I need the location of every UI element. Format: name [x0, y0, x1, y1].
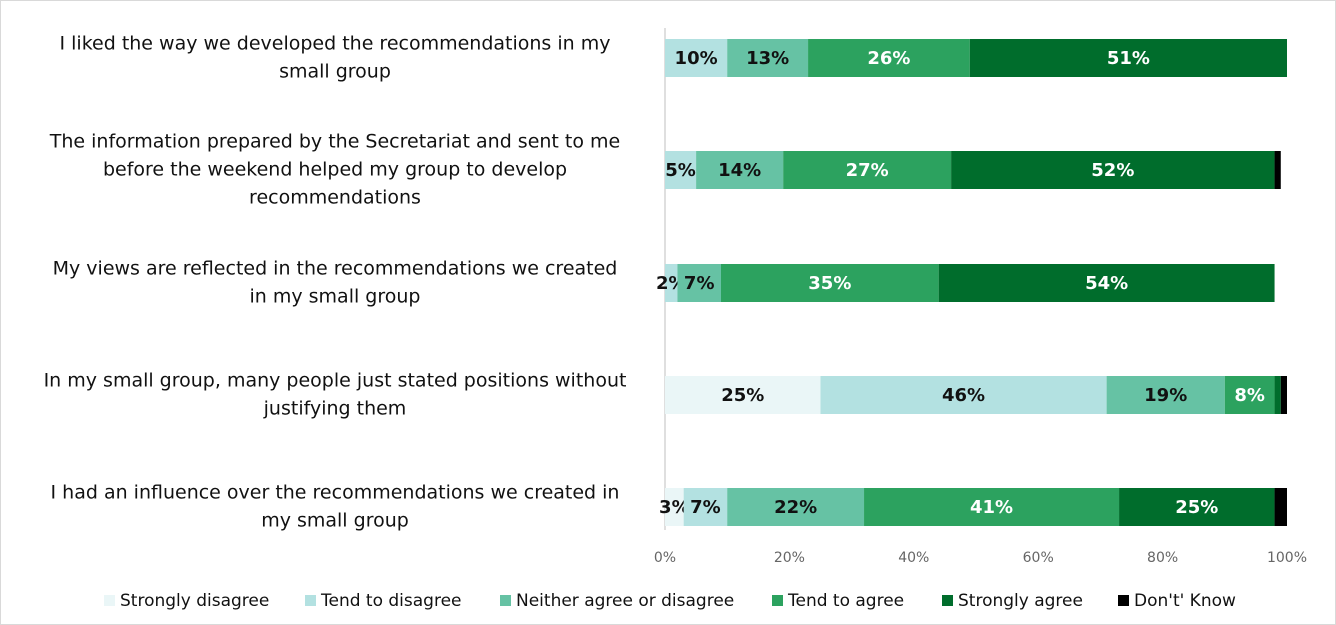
legend-label: Tend to agree — [787, 591, 904, 611]
legend-label: Strongly disagree — [120, 591, 269, 611]
x-tick-label: 40% — [898, 550, 929, 566]
value-label: 35% — [808, 273, 851, 294]
legend-swatch — [500, 595, 511, 606]
category-label: I had an influence over the recommendati… — [51, 482, 620, 504]
value-label: 10% — [675, 48, 718, 69]
legend-label: Neither agree or disagree — [516, 591, 734, 611]
category-label: recommendations — [249, 187, 421, 209]
bar-segment — [665, 39, 728, 77]
value-label: 26% — [867, 48, 910, 69]
bar-segment — [696, 151, 784, 189]
value-label: 41% — [970, 497, 1013, 518]
value-label: 54% — [1085, 273, 1128, 294]
bar-segment — [665, 264, 678, 302]
x-tick-label: 100% — [1267, 550, 1307, 566]
bar-segment — [783, 151, 952, 189]
category-label: My views are reflected in the recommenda… — [53, 258, 618, 280]
bar-segment — [677, 264, 721, 302]
legend-label: Don't' Know — [1134, 591, 1236, 611]
bar-segment — [808, 39, 970, 77]
legend-swatch — [104, 595, 115, 606]
bar-segment — [820, 376, 1107, 414]
category-label: my small group — [261, 510, 409, 532]
value-label: 5% — [665, 160, 696, 181]
category-label: before the weekend helped my group to de… — [103, 159, 567, 181]
x-tick-label: 20% — [774, 550, 805, 566]
legend-label: Tend to disagree — [320, 591, 462, 611]
bar-segment — [1224, 376, 1275, 414]
value-label: 7% — [684, 273, 715, 294]
bar-segment — [727, 488, 865, 526]
bar-segment — [665, 488, 684, 526]
value-label: 8% — [1234, 385, 1265, 406]
bar-segment — [665, 151, 697, 189]
legend-swatch — [772, 595, 783, 606]
category-label: small group — [279, 61, 391, 83]
bar-segment — [720, 264, 939, 302]
category-label: In my small group, many people just stat… — [44, 370, 627, 392]
bar-segment — [951, 151, 1275, 189]
bar-segment — [1119, 488, 1275, 526]
value-label: 19% — [1144, 385, 1187, 406]
bar-segment — [683, 488, 728, 526]
bar-segment — [1280, 376, 1287, 414]
x-tick-label: 0% — [654, 550, 676, 566]
bar-segment — [727, 39, 809, 77]
x-tick-label: 60% — [1023, 550, 1054, 566]
value-label: 13% — [746, 48, 789, 69]
value-label: 27% — [846, 160, 889, 181]
legend-label: Strongly agree — [958, 591, 1083, 611]
value-label: 52% — [1091, 160, 1134, 181]
value-label: 25% — [721, 385, 764, 406]
value-label: 7% — [690, 497, 721, 518]
category-label: The information prepared by the Secretar… — [49, 131, 620, 153]
category-label: in my small group — [250, 286, 421, 308]
x-tick-label: 80% — [1147, 550, 1178, 566]
value-label: 25% — [1175, 497, 1218, 518]
bar-segment — [1274, 376, 1281, 414]
value-label: 22% — [774, 497, 817, 518]
category-label: I liked the way we developed the recomme… — [60, 33, 611, 55]
bar-segment — [1274, 151, 1281, 189]
legend-swatch — [305, 595, 316, 606]
value-label: 51% — [1107, 48, 1150, 69]
bar-segment — [1274, 488, 1287, 526]
legend-swatch — [942, 595, 953, 606]
bar-segment — [969, 39, 1287, 77]
legend-swatch — [1118, 595, 1129, 606]
bar-segment — [665, 376, 821, 414]
category-label: justifying them — [263, 398, 407, 420]
value-label: 3% — [659, 497, 690, 518]
bar-segment — [1106, 376, 1225, 414]
bar-segment — [938, 264, 1275, 302]
value-label: 14% — [718, 160, 761, 181]
value-label: 46% — [942, 385, 985, 406]
bar-segment — [864, 488, 1120, 526]
